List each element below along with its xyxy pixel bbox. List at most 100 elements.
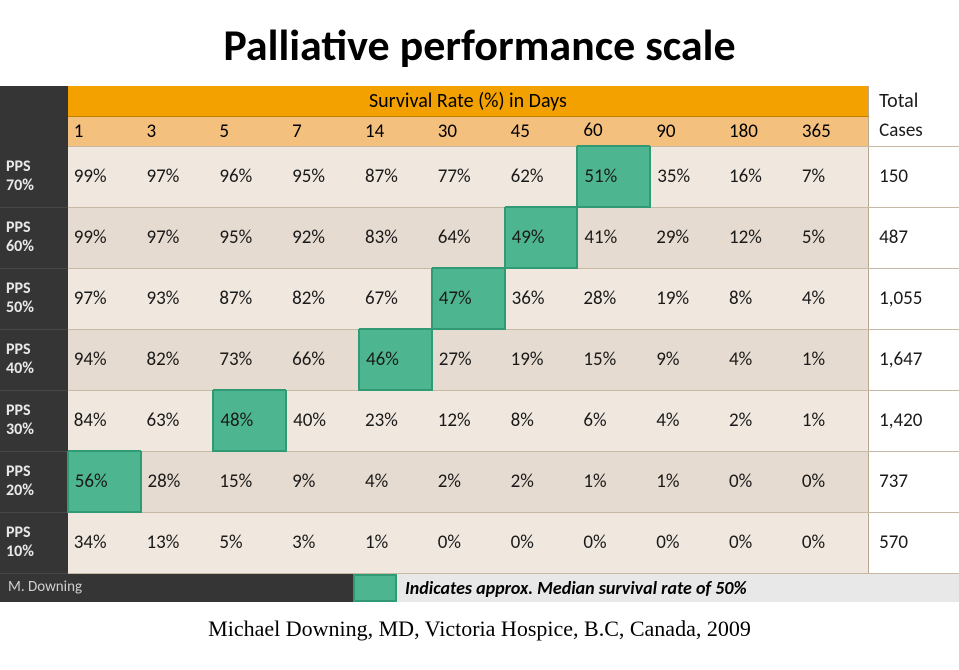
median-cell: 47% (432, 268, 505, 329)
total-cases-cell: 1,055 (869, 268, 959, 329)
data-cell: 62% (505, 146, 578, 207)
table-row: PPS20%56%28%15%9%4%2%2%1%1%0%0%737 (0, 451, 959, 512)
total-cases-cell: 487 (869, 207, 959, 268)
data-cell: 5% (796, 207, 869, 268)
data-cell: 12% (432, 390, 505, 451)
survival-table: Survival Rate (%) in Days Total 13571430… (0, 86, 959, 574)
table-body: PPS70%99%97%96%95%87%77%62%51%35%16%7%15… (0, 146, 959, 573)
data-cell: 97% (141, 146, 214, 207)
data-cell: 4% (796, 268, 869, 329)
table-footer-bar: M. Downing Indicates approx. Median surv… (0, 574, 959, 602)
page-title: Palliative performance scale (0, 18, 959, 72)
data-cell: 8% (723, 268, 796, 329)
header-day-col: 90 (650, 116, 723, 146)
data-cell: 87% (213, 268, 286, 329)
header-total-bottom: Cases (869, 116, 959, 146)
data-cell: 19% (650, 268, 723, 329)
data-cell: 5% (213, 512, 286, 573)
header-total-top: Total (869, 86, 959, 116)
data-cell: 94% (68, 329, 141, 390)
data-cell: 19% (505, 329, 578, 390)
median-cell: 46% (359, 329, 432, 390)
total-cases-cell: 737 (869, 451, 959, 512)
data-cell: 92% (286, 207, 359, 268)
header-corner-2 (0, 116, 68, 146)
header-day-col: 180 (723, 116, 796, 146)
table-row: PPS70%99%97%96%95%87%77%62%51%35%16%7%15… (0, 146, 959, 207)
data-cell: 23% (359, 390, 432, 451)
data-cell: 40% (286, 390, 359, 451)
data-cell: 2% (505, 451, 578, 512)
data-cell: 66% (286, 329, 359, 390)
data-cell: 1% (650, 451, 723, 512)
footer-author: M. Downing (0, 574, 353, 602)
header-day-col: 14 (359, 116, 432, 146)
header-band-label: Survival Rate (%) in Days (68, 86, 869, 116)
data-cell: 15% (577, 329, 650, 390)
total-cases-cell: 570 (869, 512, 959, 573)
median-cell: 51% (577, 146, 650, 207)
citation-text: Michael Downing, MD, Victoria Hospice, B… (0, 616, 959, 642)
data-cell: 28% (141, 451, 214, 512)
data-cell: 36% (505, 268, 578, 329)
data-cell: 6% (577, 390, 650, 451)
data-cell: 27% (432, 329, 505, 390)
data-cell: 1% (359, 512, 432, 573)
header-day-col: 365 (796, 116, 869, 146)
data-cell: 15% (213, 451, 286, 512)
data-cell: 64% (432, 207, 505, 268)
data-cell: 0% (577, 512, 650, 573)
row-header-pps: PPS70% (0, 146, 68, 207)
data-cell: 3% (286, 512, 359, 573)
row-header-pps: PPS20% (0, 451, 68, 512)
table-row: PPS60%99%97%95%92%83%64%49%41%29%12%5%48… (0, 207, 959, 268)
data-cell: 13% (141, 512, 214, 573)
data-cell: 97% (68, 268, 141, 329)
data-cell: 73% (213, 329, 286, 390)
data-cell: 95% (213, 207, 286, 268)
data-cell: 99% (68, 207, 141, 268)
table-row: PPS10%34%13%5%3%1%0%0%0%0%0%0%570 (0, 512, 959, 573)
footer-legend: Indicates approx. Median survival rate o… (397, 574, 959, 602)
row-header-pps: PPS30% (0, 390, 68, 451)
data-cell: 87% (359, 146, 432, 207)
row-header-pps: PPS10% (0, 512, 68, 573)
data-cell: 84% (68, 390, 141, 451)
table-row: PPS30%84%63%48%40%23%12%8%6%4%2%1%1,420 (0, 390, 959, 451)
data-cell: 12% (723, 207, 796, 268)
median-swatch-icon (353, 574, 397, 602)
table-row: PPS40%94%82%73%66%46%27%19%15%9%4%1%1,64… (0, 329, 959, 390)
data-cell: 16% (723, 146, 796, 207)
data-cell: 0% (796, 512, 869, 573)
data-cell: 97% (141, 207, 214, 268)
median-cell: 56% (68, 451, 141, 512)
data-cell: 63% (141, 390, 214, 451)
data-cell: 4% (359, 451, 432, 512)
row-header-pps: PPS40% (0, 329, 68, 390)
data-cell: 83% (359, 207, 432, 268)
data-cell: 0% (796, 451, 869, 512)
data-cell: 1% (796, 390, 869, 451)
header-corner (0, 86, 68, 116)
data-cell: 9% (286, 451, 359, 512)
total-cases-cell: 1,647 (869, 329, 959, 390)
data-cell: 9% (650, 329, 723, 390)
data-cell: 82% (286, 268, 359, 329)
data-cell: 8% (505, 390, 578, 451)
data-cell: 4% (650, 390, 723, 451)
header-day-col: 5 (213, 116, 286, 146)
total-cases-cell: 150 (869, 146, 959, 207)
data-cell: 4% (723, 329, 796, 390)
data-cell: 96% (213, 146, 286, 207)
data-cell: 28% (577, 268, 650, 329)
row-header-pps: PPS50% (0, 268, 68, 329)
data-cell: 77% (432, 146, 505, 207)
table-row: PPS50%97%93%87%82%67%47%36%28%19%8%4%1,0… (0, 268, 959, 329)
data-cell: 95% (286, 146, 359, 207)
data-cell: 0% (723, 512, 796, 573)
header-day-col: 30 (432, 116, 505, 146)
median-cell: 48% (213, 390, 286, 451)
data-cell: 2% (432, 451, 505, 512)
data-cell: 0% (432, 512, 505, 573)
data-cell: 35% (650, 146, 723, 207)
